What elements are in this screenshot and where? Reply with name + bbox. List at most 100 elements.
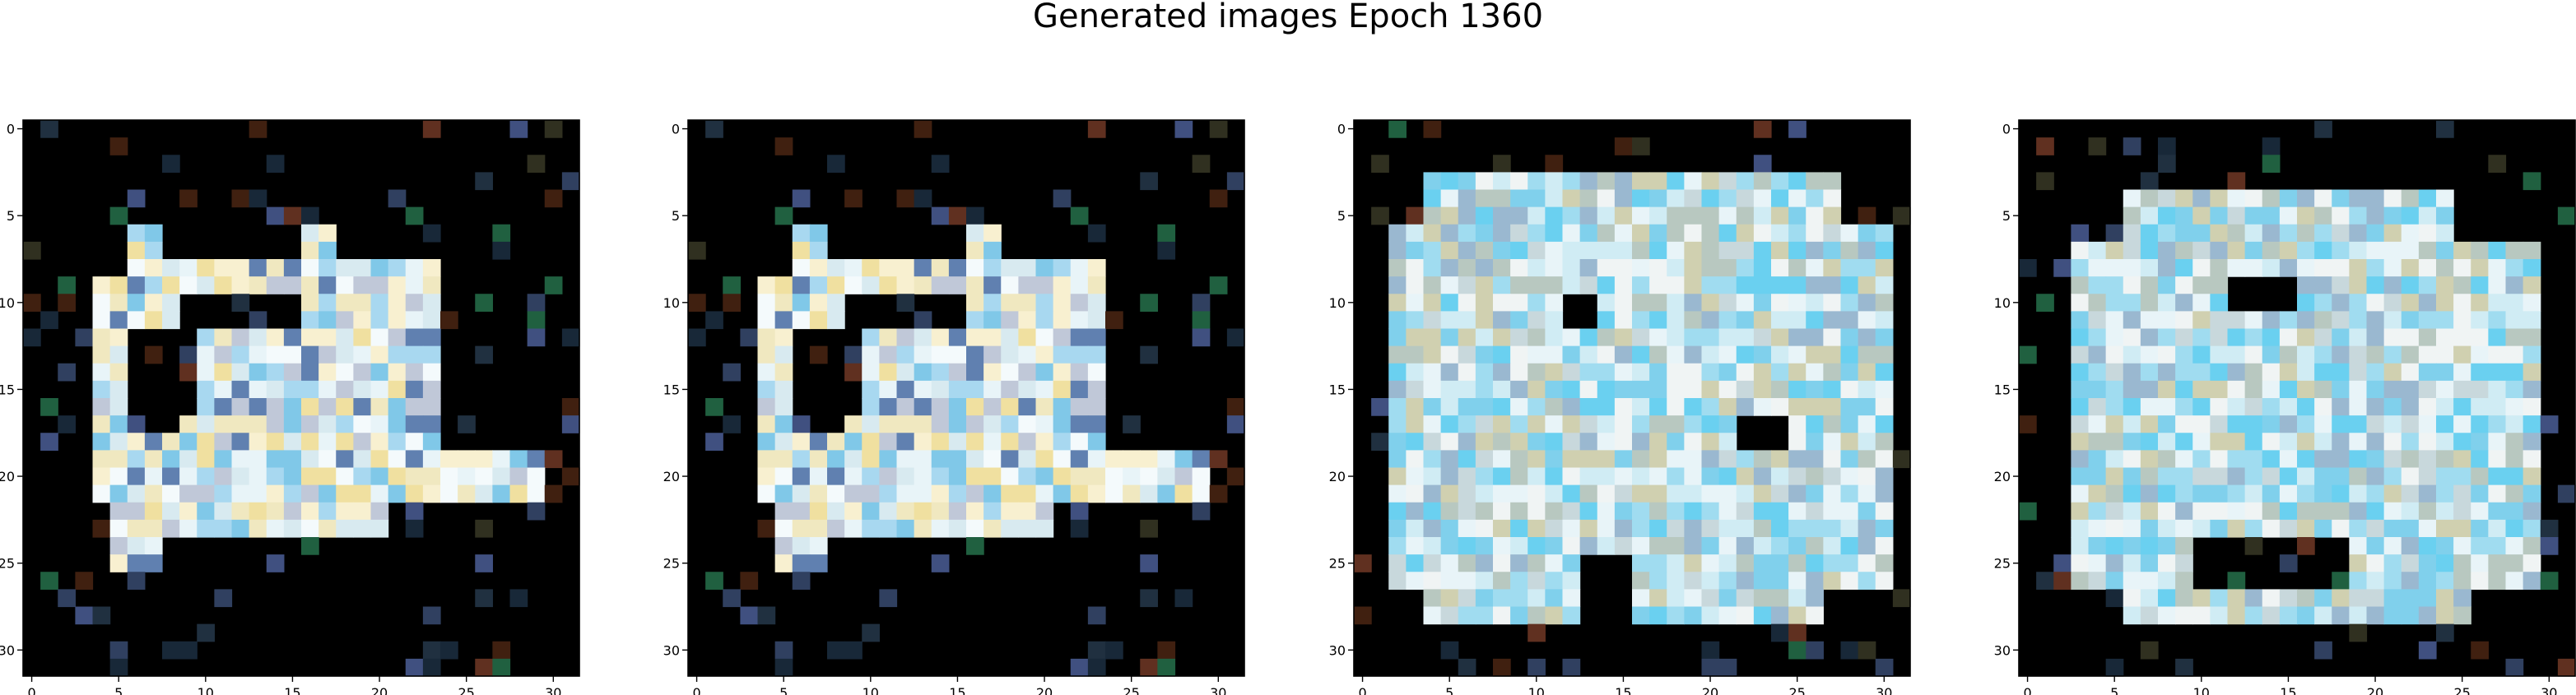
- image-pixel: [1632, 572, 1650, 590]
- image-pixel: [1667, 345, 1685, 364]
- image-pixel: [914, 345, 932, 364]
- image-pixel: [1388, 415, 1407, 433]
- image-pixel: [2088, 363, 2107, 382]
- image-pixel: [1527, 241, 1546, 260]
- image-pixel: [1035, 450, 1054, 469]
- image-pixel: [1527, 380, 1546, 399]
- image-pixel: [1562, 380, 1581, 399]
- image-pixel: [792, 241, 811, 260]
- image-pixel: [336, 328, 354, 347]
- axes-frame: [1353, 119, 1911, 677]
- image-pixel: [2523, 380, 2541, 399]
- image-pixel: [1440, 415, 1459, 433]
- image-pixel: [92, 276, 111, 294]
- x-tick-label: 25: [1789, 685, 1806, 695]
- image-pixel: [896, 345, 915, 364]
- image-pixel: [1562, 276, 1581, 294]
- image-pixel: [1701, 363, 1720, 382]
- image-pixel: [301, 519, 319, 538]
- image-pixel: [1788, 589, 1806, 608]
- image-pixel: [792, 415, 811, 433]
- image-pixel: [2105, 658, 2124, 677]
- image-pixel: [1001, 328, 1019, 347]
- image-pixel: [2140, 172, 2159, 191]
- image-pixel: [2453, 502, 2471, 521]
- image-pixel: [1579, 363, 1598, 382]
- image-pixel: [109, 554, 128, 572]
- image-pixel: [2349, 276, 2368, 294]
- image-pixel: [2279, 467, 2298, 486]
- image-pixel: [458, 450, 476, 469]
- image-pixel: [879, 502, 898, 521]
- image-pixel: [2088, 380, 2107, 399]
- image-pixel: [1753, 484, 1772, 503]
- image-pixel: [740, 328, 759, 347]
- image-pixel: [1458, 241, 1476, 260]
- image-pixel: [249, 450, 267, 469]
- image-pixel: [2279, 206, 2298, 225]
- image-pixel: [2123, 259, 2141, 277]
- image-pixel: [2436, 189, 2454, 208]
- image-pixel: [1614, 467, 1633, 486]
- image-pixel: [1875, 380, 1894, 399]
- image-pixel: [2488, 155, 2507, 173]
- image-pixel: [1771, 259, 1789, 277]
- image-pixel: [2453, 572, 2471, 590]
- image-pixel: [1684, 467, 1703, 486]
- image-pixel: [792, 537, 811, 555]
- image-pixel: [2523, 415, 2541, 433]
- image-pixel: [197, 276, 215, 294]
- image-pixel: [2332, 484, 2350, 503]
- image-pixel: [983, 259, 1002, 277]
- image-pixel: [2262, 259, 2281, 277]
- image-pixel: [1632, 206, 1650, 225]
- image-pixel: [1105, 450, 1123, 469]
- image-pixel: [1771, 276, 1789, 294]
- image-pixel: [1406, 241, 1425, 260]
- image-pixel: [1806, 433, 1824, 451]
- image-pixel: [2123, 328, 2141, 347]
- image-pixel: [2436, 345, 2454, 364]
- image-pixel: [1840, 537, 1859, 555]
- image-pixel: [1406, 259, 1425, 277]
- image-pixel: [966, 294, 984, 312]
- image-pixel: [2401, 398, 2420, 416]
- image-pixel: [2332, 189, 2350, 208]
- image-pixel: [388, 276, 407, 294]
- image-pixel: [1493, 311, 1511, 330]
- image-pixel: [1684, 450, 1703, 469]
- image-pixel: [405, 519, 424, 538]
- image-pixel: [1718, 398, 1737, 416]
- image-pixel: [757, 467, 776, 486]
- image-pixel: [1753, 589, 1772, 608]
- image-pixel: [1823, 380, 1842, 399]
- image-pixel: [2488, 554, 2507, 572]
- image-pixel: [249, 363, 267, 382]
- image-pixel: [2244, 537, 2263, 555]
- image-pixel: [1632, 433, 1650, 451]
- image-pixel: [1209, 189, 1228, 208]
- image-pixel: [914, 380, 932, 399]
- image-pixel: [2401, 224, 2420, 243]
- image-pixel: [2071, 345, 2090, 364]
- image-pixel: [249, 276, 267, 294]
- image-pixel: [774, 398, 793, 416]
- image-pixel: [214, 345, 233, 364]
- image-pixel: [2123, 206, 2141, 225]
- image-pixel: [2297, 276, 2315, 294]
- image-pixel: [2227, 606, 2246, 625]
- image-pixel: [983, 224, 1002, 243]
- image-pixel: [1527, 623, 1546, 642]
- image-pixel: [2471, 433, 2489, 451]
- image-pixel: [1562, 589, 1581, 608]
- image-pixel: [2383, 502, 2402, 521]
- image-pixel: [544, 484, 563, 503]
- image-pixel: [1806, 484, 1824, 503]
- image-pixel: [561, 415, 580, 433]
- image-pixel: [214, 380, 233, 399]
- image-pixel: [2262, 189, 2281, 208]
- image-pixel: [2332, 294, 2350, 312]
- image-pixel: [2192, 519, 2211, 538]
- image-pixel: [2140, 467, 2159, 486]
- image-pixel: [2418, 537, 2437, 555]
